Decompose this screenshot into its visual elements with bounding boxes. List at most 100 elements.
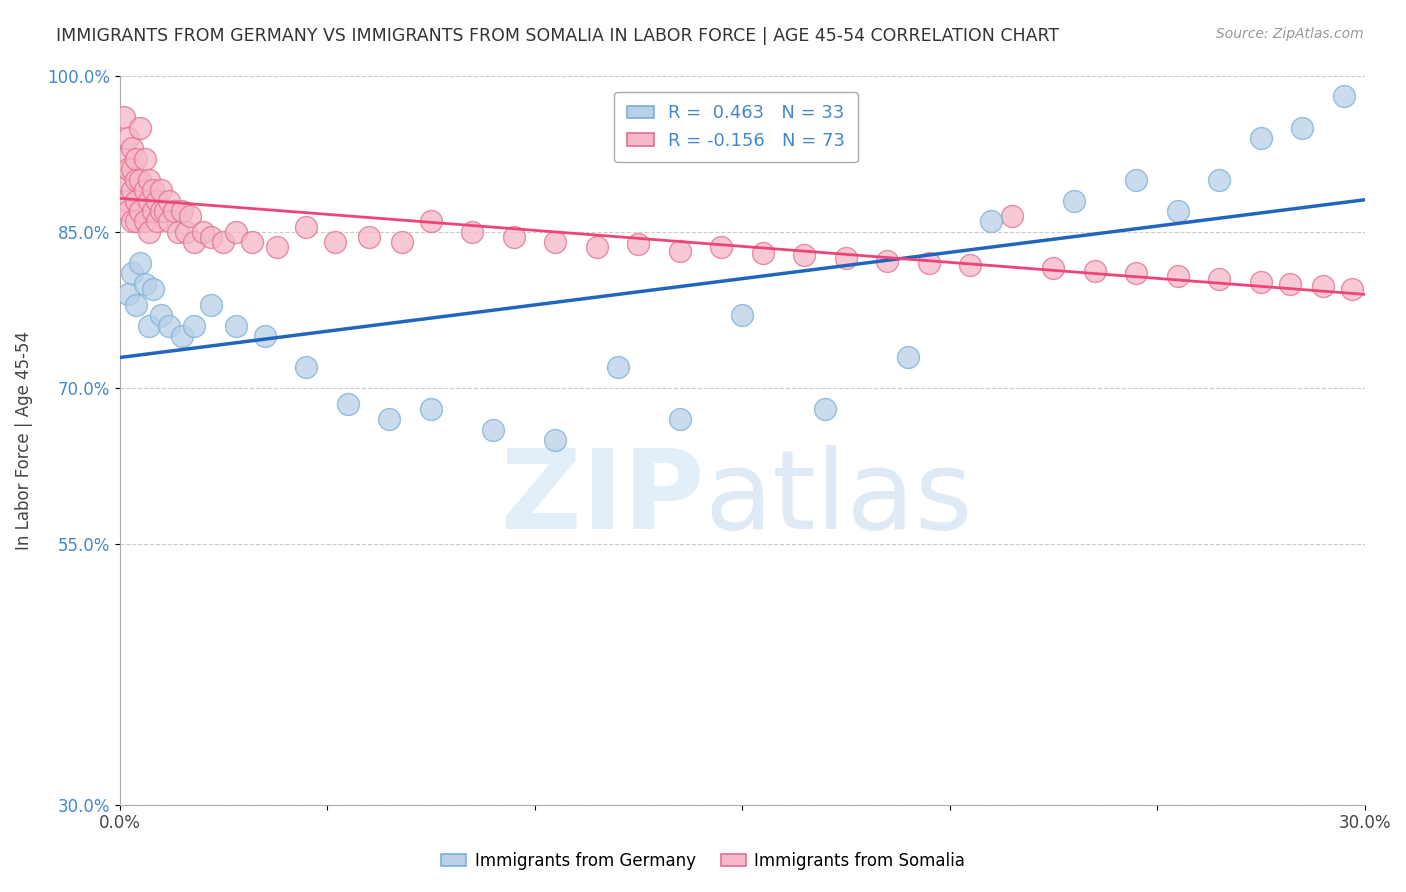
- Point: [959, 258, 981, 272]
- Point: [142, 282, 165, 296]
- Point: [503, 230, 526, 244]
- Point: [461, 225, 484, 239]
- Point: [125, 152, 148, 166]
- Point: [876, 254, 898, 268]
- Point: [129, 172, 152, 186]
- Point: [897, 350, 920, 364]
- Point: [835, 251, 858, 265]
- Point: [112, 152, 135, 166]
- Point: [138, 194, 160, 208]
- Point: [170, 329, 193, 343]
- Point: [1001, 209, 1024, 223]
- Point: [1312, 279, 1334, 293]
- Point: [266, 240, 288, 254]
- Point: [1084, 264, 1107, 278]
- Point: [814, 401, 837, 416]
- Point: [1125, 267, 1147, 281]
- Point: [142, 183, 165, 197]
- Point: [174, 225, 197, 239]
- Point: [482, 423, 505, 437]
- Point: [162, 203, 184, 218]
- Legend: Immigrants from Germany, Immigrants from Somalia: Immigrants from Germany, Immigrants from…: [434, 846, 972, 877]
- Point: [295, 360, 318, 375]
- Point: [1042, 261, 1064, 276]
- Point: [793, 248, 815, 262]
- Point: [1125, 172, 1147, 186]
- Point: [419, 401, 441, 416]
- Point: [150, 203, 173, 218]
- Text: IMMIGRANTS FROM GERMANY VS IMMIGRANTS FROM SOMALIA IN LABOR FORCE | AGE 45-54 CO: IMMIGRANTS FROM GERMANY VS IMMIGRANTS FR…: [56, 27, 1059, 45]
- Point: [112, 172, 135, 186]
- Text: ZIP: ZIP: [502, 445, 704, 552]
- Point: [125, 194, 148, 208]
- Point: [125, 172, 148, 186]
- Point: [1167, 203, 1189, 218]
- Point: [142, 203, 165, 218]
- Point: [212, 235, 235, 250]
- Point: [134, 152, 156, 166]
- Point: [117, 203, 139, 218]
- Point: [391, 235, 413, 250]
- Point: [710, 240, 733, 254]
- Point: [191, 225, 214, 239]
- Point: [918, 256, 941, 270]
- Point: [117, 162, 139, 177]
- Point: [378, 412, 401, 426]
- Point: [606, 360, 628, 375]
- Point: [325, 235, 347, 250]
- Point: [1208, 271, 1230, 285]
- Point: [125, 214, 148, 228]
- Point: [544, 433, 567, 447]
- Point: [170, 203, 193, 218]
- Point: [134, 214, 156, 228]
- Point: [1333, 89, 1355, 103]
- Point: [200, 230, 222, 244]
- Point: [752, 245, 775, 260]
- Point: [138, 318, 160, 333]
- Point: [121, 141, 143, 155]
- Point: [183, 318, 205, 333]
- Point: [1208, 172, 1230, 186]
- Point: [134, 277, 156, 291]
- Point: [157, 318, 180, 333]
- Legend: R =  0.463   N = 33, R = -0.156   N = 73: R = 0.463 N = 33, R = -0.156 N = 73: [614, 92, 858, 162]
- Point: [357, 230, 380, 244]
- Point: [146, 194, 169, 208]
- Point: [157, 194, 180, 208]
- Point: [150, 308, 173, 322]
- Point: [200, 298, 222, 312]
- Point: [1250, 275, 1272, 289]
- Point: [112, 110, 135, 124]
- Point: [183, 235, 205, 250]
- Point: [669, 412, 692, 426]
- Point: [129, 256, 152, 270]
- Point: [1167, 268, 1189, 283]
- Point: [125, 298, 148, 312]
- Point: [1063, 194, 1085, 208]
- Point: [627, 237, 650, 252]
- Point: [117, 287, 139, 301]
- Point: [1279, 277, 1302, 291]
- Point: [138, 172, 160, 186]
- Point: [134, 183, 156, 197]
- Point: [225, 318, 247, 333]
- Point: [586, 240, 609, 254]
- Point: [336, 397, 359, 411]
- Y-axis label: In Labor Force | Age 45-54: In Labor Force | Age 45-54: [15, 331, 32, 549]
- Point: [731, 308, 754, 322]
- Point: [129, 120, 152, 135]
- Point: [166, 225, 188, 239]
- Point: [117, 131, 139, 145]
- Point: [117, 194, 139, 208]
- Point: [155, 203, 177, 218]
- Point: [1291, 120, 1313, 135]
- Point: [1250, 131, 1272, 145]
- Point: [129, 203, 152, 218]
- Point: [121, 214, 143, 228]
- Point: [225, 225, 247, 239]
- Point: [419, 214, 441, 228]
- Point: [157, 214, 180, 228]
- Text: Source: ZipAtlas.com: Source: ZipAtlas.com: [1216, 27, 1364, 41]
- Point: [253, 329, 276, 343]
- Point: [179, 209, 201, 223]
